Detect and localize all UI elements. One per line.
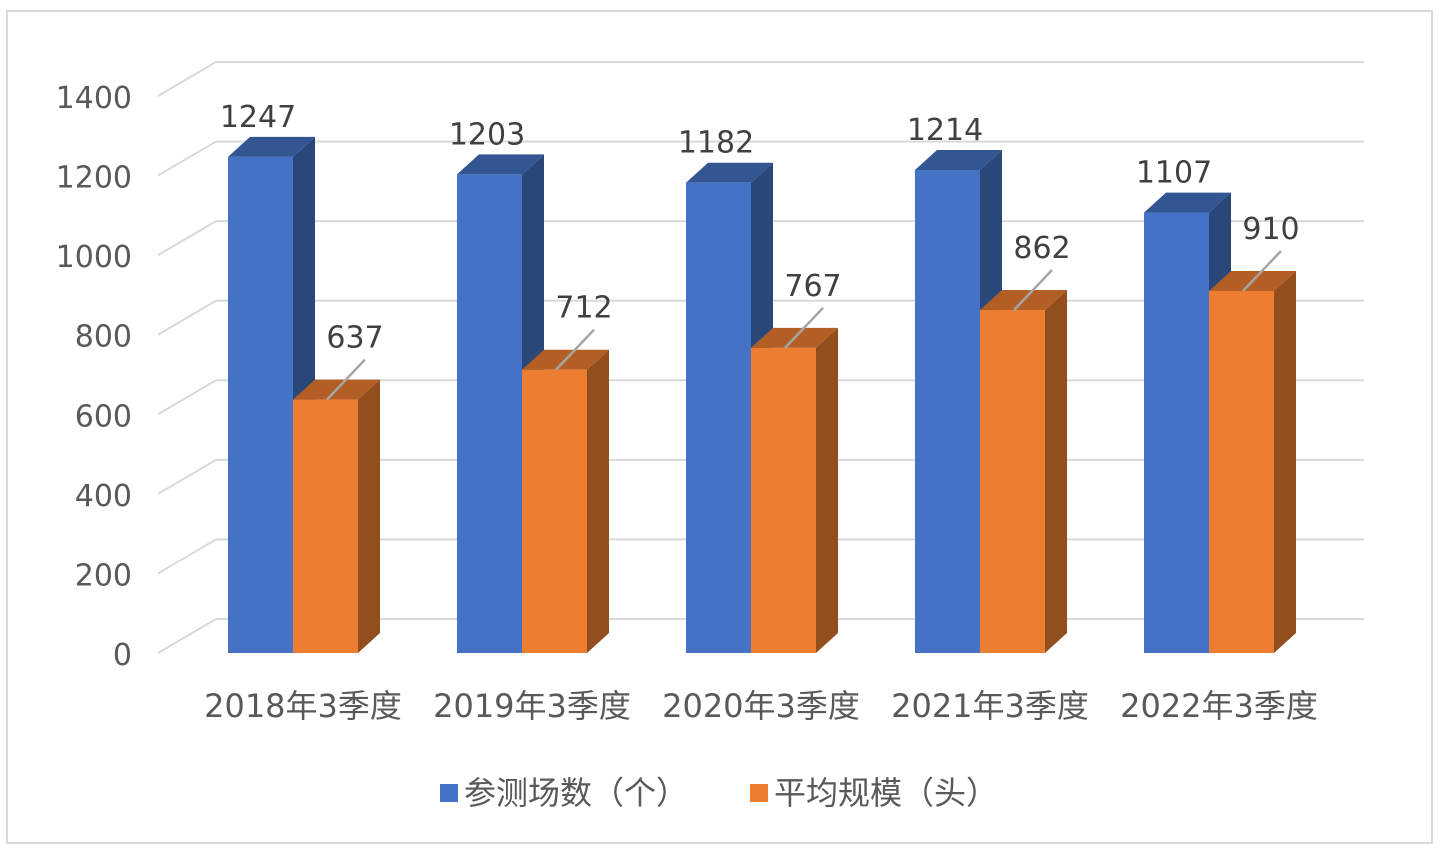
x-axis-categories: 2018年3季度 2019年3季度 2020年3季度 2021年3季度 2022年3季度 — [204, 687, 1318, 725]
gridline-side — [157, 379, 217, 416]
y-tick-label: 200 — [75, 558, 132, 593]
data-label: 862 — [1013, 231, 1070, 266]
data-label: 1203 — [449, 117, 525, 152]
gridline-side — [157, 299, 217, 336]
label-leader-line — [1013, 269, 1053, 311]
y-tick-label: 0 — [113, 638, 132, 673]
label-leader-line — [784, 306, 824, 349]
bar-top — [1144, 192, 1231, 213]
y-tick-label: 1200 — [56, 161, 132, 196]
label-leader-line — [555, 328, 595, 371]
data-label: 712 — [555, 291, 612, 326]
label-leader-line — [326, 358, 366, 401]
bar-top — [457, 154, 544, 175]
data-label: 767 — [784, 269, 841, 304]
bar — [457, 174, 522, 653]
legend-swatch — [750, 784, 768, 802]
bar-side — [1045, 290, 1067, 653]
data-label: 910 — [1242, 212, 1299, 247]
bar-side — [587, 349, 609, 653]
y-tick-label: 400 — [75, 479, 132, 514]
bar-top — [228, 136, 315, 157]
y-tick-label: 600 — [75, 399, 132, 434]
chart-frame — [6, 10, 1433, 844]
gridline-side — [157, 458, 217, 495]
bar — [915, 170, 980, 653]
bar-side — [816, 327, 838, 653]
bar — [522, 369, 587, 653]
y-tick-label: 1000 — [56, 240, 132, 275]
x-category-label: 2019年3季度 — [433, 687, 631, 725]
bar — [1209, 290, 1274, 653]
y-axis-ticks: 0 200 400 600 800 1000 1200 1400 — [56, 81, 132, 673]
bar — [751, 347, 816, 653]
x-category-label: 2021年3季度 — [891, 687, 1089, 725]
bar-side — [1274, 270, 1296, 653]
bar — [293, 399, 358, 653]
bars — [228, 136, 1296, 654]
bar — [686, 182, 751, 654]
legend-swatch — [440, 784, 458, 802]
gridline-side — [157, 140, 217, 177]
x-category-label: 2020年3季度 — [662, 687, 860, 725]
bar-top — [915, 150, 1002, 171]
x-category-label: 2022年3季度 — [1120, 687, 1318, 725]
legend-label: 平均规模（头） — [774, 774, 998, 812]
gridline-side — [157, 220, 217, 257]
legend: 参测场数（个） 平均规模（头） — [440, 774, 998, 812]
bar — [980, 310, 1045, 653]
y-tick-label: 800 — [75, 320, 132, 355]
data-labels: 1247 637 1203 712 1182 767 1214 862 1107 910 — [220, 100, 1300, 401]
x-category-label: 2018年3季度 — [204, 687, 402, 725]
bar — [1144, 212, 1209, 653]
gridline-side — [157, 61, 217, 97]
bar-top — [686, 162, 773, 183]
label-leader-line — [1242, 250, 1282, 292]
data-label: 637 — [326, 321, 383, 356]
data-label: 1247 — [220, 100, 296, 135]
gridline-side — [157, 618, 217, 654]
data-label: 1107 — [1136, 156, 1212, 191]
bar — [228, 156, 293, 654]
legend-label: 参测场数（个） — [464, 774, 688, 812]
y-tick-label: 1400 — [56, 81, 132, 116]
gridline-side — [157, 538, 217, 575]
data-label: 1214 — [907, 113, 983, 148]
bar-side — [358, 379, 380, 653]
data-label: 1182 — [678, 126, 754, 161]
